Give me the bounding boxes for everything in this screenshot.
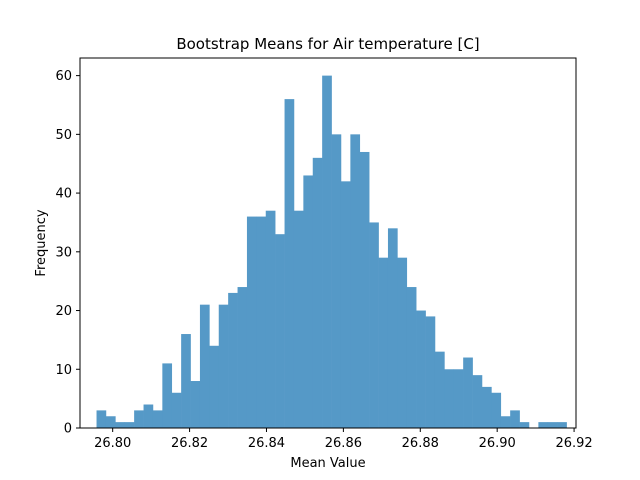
histogram-bar-22	[303, 175, 314, 428]
plot-frame	[79, 57, 577, 429]
histogram-bar-35	[425, 316, 436, 428]
y-tick-label: 0	[64, 422, 72, 437]
chart-title: Bootstrap Means for Air temperature [C]	[176, 35, 479, 53]
histogram-bar-32	[397, 257, 408, 428]
histogram-bar-41	[481, 386, 492, 428]
y-tick-label: 60	[55, 69, 72, 84]
histogram-bar-12	[209, 345, 220, 428]
histogram-bar-9	[181, 334, 191, 428]
histogram-bar-25	[331, 134, 342, 428]
y-tick-label: 20	[55, 304, 72, 319]
histogram-bar-2	[115, 422, 126, 428]
histogram-bar-36	[434, 351, 445, 428]
histogram-bar-37	[444, 369, 455, 428]
x-tick-label: 26.92	[555, 436, 592, 451]
histogram-bar-15	[237, 287, 248, 428]
histogram-bar-29	[369, 222, 379, 428]
histogram-bar-31	[387, 228, 398, 428]
histogram-bar-20	[284, 99, 295, 428]
histogram-bar-45	[519, 422, 530, 428]
y-tick-label: 10	[55, 363, 72, 378]
x-tick-label: 26.80	[94, 436, 131, 451]
histogram-bar-39	[463, 357, 473, 428]
y-tick-label: 50	[55, 128, 72, 143]
histogram-bar-40	[472, 375, 483, 428]
histogram-bar-11	[199, 304, 210, 428]
histogram-bar-47	[538, 422, 549, 428]
y-axis-label: Frequency	[34, 209, 49, 276]
histogram-bar-42	[491, 392, 502, 428]
histogram-bar-23	[312, 157, 323, 429]
x-axis-label: Mean Value	[290, 456, 365, 471]
histogram-bar-43	[500, 416, 511, 428]
bars-group	[96, 75, 567, 429]
y-tick-label: 40	[55, 187, 72, 202]
histogram-bar-8	[171, 392, 182, 428]
histogram-bar-3	[124, 422, 135, 428]
x-tick-label: 26.88	[402, 436, 439, 451]
x-tick-label: 26.90	[479, 436, 516, 451]
histogram-bar-27	[350, 134, 361, 428]
histogram-bar-7	[162, 363, 173, 428]
histogram-bar-16	[246, 216, 257, 428]
histogram-bar-21	[293, 210, 304, 428]
histogram-bar-48	[547, 422, 558, 428]
histogram-bar-13	[218, 304, 229, 428]
histogram-bar-19	[275, 234, 285, 428]
histogram-bar-24	[322, 75, 332, 428]
histogram-bar-6	[152, 410, 163, 428]
histogram-bar-30	[378, 257, 389, 428]
x-tick-label: 26.86	[325, 436, 362, 451]
histogram-bar-49	[557, 422, 567, 428]
histogram-bar-26	[340, 181, 351, 428]
histogram-bar-34	[416, 310, 426, 428]
histogram-bar-18	[265, 210, 276, 428]
histogram-bar-38	[453, 369, 464, 428]
histogram-bar-28	[359, 151, 370, 428]
histogram-bar-4	[134, 410, 144, 428]
histogram-bar-0	[96, 410, 107, 428]
histogram-bar-44	[510, 410, 520, 428]
histogram-bar-17	[256, 216, 267, 428]
histogram-bar-14	[228, 292, 238, 428]
y-axis-ticks: 0 10 20 30 40 50 60	[55, 69, 80, 437]
x-axis-ticks: 26.80 26.82 26.84 26.86 26.88 26.90 26.92	[94, 428, 593, 451]
histogram-bar-33	[406, 287, 417, 428]
histogram-bar-1	[105, 416, 116, 428]
x-tick-label: 26.82	[171, 436, 208, 451]
x-tick-label: 26.84	[248, 436, 285, 451]
histogram-bar-5	[143, 404, 154, 428]
y-tick-label: 30	[55, 245, 72, 260]
histogram-bar-10	[190, 381, 201, 428]
